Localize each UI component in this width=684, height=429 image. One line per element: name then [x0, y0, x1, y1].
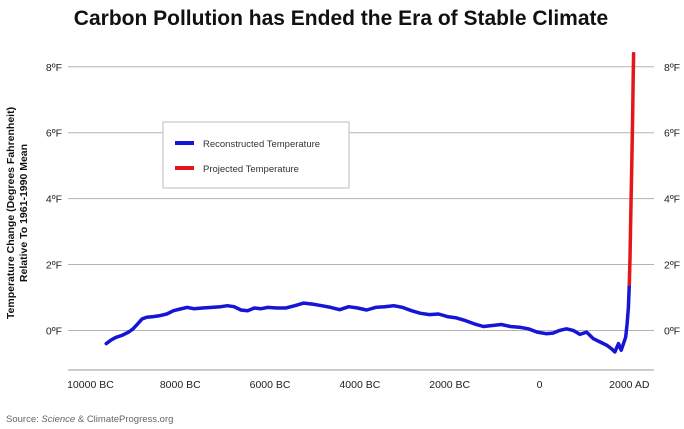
legend-label-reconstructed: Reconstructed Temperature	[203, 139, 320, 150]
x-tick-label: 6000 BC	[250, 379, 291, 391]
source-site: & ClimateProgress.org	[75, 414, 173, 425]
series-line-projected	[627, 51, 636, 287]
y-tick-label-right: 4ºF	[664, 194, 680, 206]
y-tick-label-left: 4ºF	[46, 194, 62, 206]
y-tick-label-left: 8ºF	[46, 62, 62, 74]
y-tick-label-right: 6ºF	[664, 128, 680, 140]
y-tick-label-right: 0ºF	[664, 325, 680, 337]
x-tick-label: 2000 AD	[609, 379, 650, 391]
source-journal: Science	[41, 414, 75, 425]
x-ticks: 10000 BC 8000 BC 6000 BC 4000 BC 2000 BC 0 200…	[67, 379, 650, 391]
y-axis-label-line2: Relative To 1961-1990 Mean	[18, 144, 30, 282]
y-tick-label-left: 2ºF	[46, 260, 62, 272]
source-prefix: Source:	[6, 414, 41, 425]
legend-box	[162, 121, 350, 189]
source-note: Source: Science & ClimateProgress.org	[6, 414, 173, 425]
grid	[68, 66, 654, 371]
y-axis-label-line1: Temperature Change (Degrees Fahrenheit)	[5, 107, 17, 319]
y-ticks-left: 0ºF 2ºF 4ºF 6ºF 8ºF	[46, 62, 62, 338]
x-tick-label: 8000 BC	[160, 379, 201, 391]
chart-title: Carbon Pollution has Ended the Era of St…	[74, 7, 608, 30]
x-tick-label: 10000 BC	[67, 379, 114, 391]
legend-label-projected: Projected Temperature	[203, 164, 299, 175]
x-tick-label: 0	[537, 379, 543, 391]
x-tick-label: 4000 BC	[339, 379, 380, 391]
series-line-reconstructed	[104, 282, 632, 354]
y-tick-label-right: 2ºF	[664, 260, 680, 272]
y-ticks-right: 0ºF 2ºF 4ºF 6ºF 8ºF	[664, 62, 680, 338]
series-lines	[104, 51, 636, 354]
y-tick-label-left: 0ºF	[46, 325, 62, 337]
legend: Reconstructed Temperature Projected Temp…	[162, 121, 350, 189]
x-tick-label: 2000 BC	[429, 379, 470, 391]
y-tick-label-left: 6ºF	[46, 128, 62, 140]
y-tick-label-right: 8ºF	[664, 62, 680, 74]
